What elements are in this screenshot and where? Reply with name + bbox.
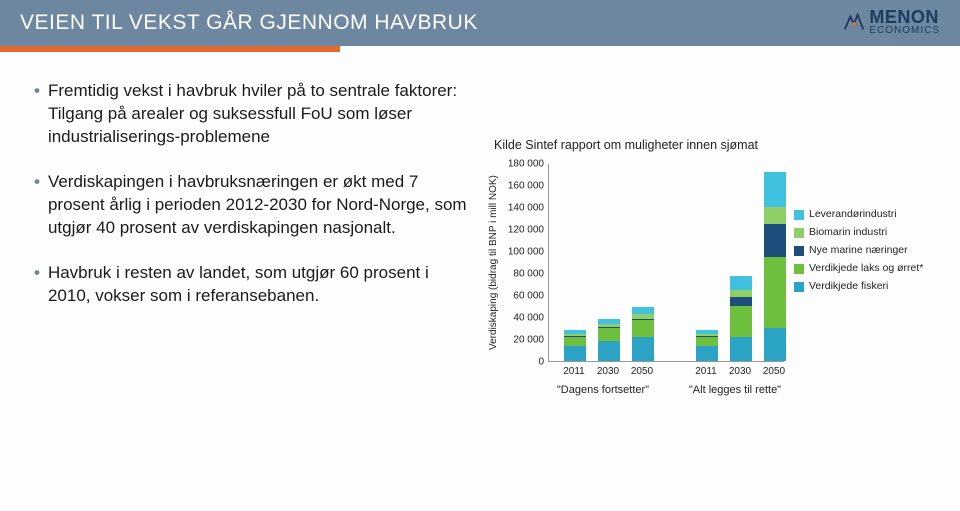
bar-segment — [632, 319, 654, 320]
bar-segment — [730, 276, 752, 289]
bar-segment — [764, 172, 786, 207]
y-tick-label: 20 000 — [502, 335, 544, 346]
chart-area: Kilde Sintef rapport om muligheter innen… — [494, 138, 944, 418]
brand-logo: MENON ECONOMICS — [843, 7, 940, 36]
bar-segment — [764, 207, 786, 224]
bar-segment — [598, 341, 620, 361]
bar-segment — [632, 307, 654, 315]
brand-sub: ECONOMICS — [869, 25, 940, 36]
x-tick-label: 2030 — [725, 366, 755, 377]
legend-swatch — [794, 246, 804, 256]
bullet-dot-icon: • — [34, 262, 40, 308]
legend-swatch — [794, 228, 804, 238]
bar-segment — [632, 314, 654, 319]
legend-item: Verdikjede laks og ørret* — [794, 262, 923, 274]
bullet-item: • Fremtidig vekst i havbruk hviler på to… — [34, 80, 474, 149]
y-tick-label: 0 — [502, 357, 544, 368]
bullet-dot-icon: • — [34, 80, 40, 149]
legend-item: Leverandørindustri — [794, 208, 923, 220]
legend-label: Biomarin industri — [809, 226, 887, 238]
bar-segment — [598, 328, 620, 341]
bullet-text: Verdiskapingen i havbruksnæringen er økt… — [48, 171, 474, 240]
bullet-text: Fremtidig vekst i havbruk hviler på to s… — [48, 80, 474, 149]
legend-label: Verdikjede laks og ørret* — [809, 262, 923, 274]
content-column: • Fremtidig vekst i havbruk hviler på to… — [34, 80, 474, 330]
legend-item: Biomarin industri — [794, 226, 923, 238]
bar-segment — [564, 337, 586, 346]
bar-segment — [730, 337, 752, 361]
legend-label: Leverandørindustri — [809, 208, 897, 220]
legend-item: Nye marine næringer — [794, 244, 923, 256]
bullet-item: • Verdiskapingen i havbruksnæringen er ø… — [34, 171, 474, 240]
y-tick-label: 120 000 — [502, 225, 544, 236]
chart-legend: Leverandørindustri Biomarin industri Nye m… — [794, 208, 923, 298]
group-label: "Dagens fortsetter" — [548, 384, 658, 396]
y-tick-label: 40 000 — [502, 313, 544, 324]
logo-mark-icon — [843, 11, 865, 33]
slide-header: VEIEN TIL VEKST GÅR GJENNOM HAVBRUK — [0, 0, 960, 46]
bar-segment — [696, 330, 718, 334]
legend-label: Nye marine næringer — [809, 244, 908, 256]
group-label: "Alt legges til rette" — [680, 384, 790, 396]
chart-caption: Kilde Sintef rapport om muligheter innen… — [494, 138, 944, 152]
x-tick-label: 2030 — [593, 366, 623, 377]
bar-segment — [632, 337, 654, 361]
bar-segment — [696, 346, 718, 361]
y-tick-label: 100 000 — [502, 247, 544, 258]
y-tick-label: 180 000 — [502, 159, 544, 170]
bar-segment — [564, 346, 586, 361]
bar-segment — [632, 320, 654, 337]
slide-title: VEIEN TIL VEKST GÅR GJENNOM HAVBRUK — [20, 11, 478, 35]
bar-segment — [730, 306, 752, 337]
legend-swatch — [794, 210, 804, 220]
x-tick-label: 2011 — [691, 366, 721, 377]
slide: VEIEN TIL VEKST GÅR GJENNOM HAVBRUK MENO… — [0, 0, 960, 511]
bar-segment — [764, 328, 786, 361]
bar-segment — [696, 337, 718, 346]
bar-segment — [730, 290, 752, 298]
bullet-dot-icon: • — [34, 171, 40, 240]
bullet-item: • Havbruk i resten av landet, som utgjør… — [34, 262, 474, 308]
bullet-text: Havbruk i resten av landet, som utgjør 6… — [48, 262, 474, 308]
y-tick-label: 140 000 — [502, 203, 544, 214]
y-tick-label: 160 000 — [502, 181, 544, 192]
bar-segment — [696, 334, 718, 336]
bar-segment — [764, 257, 786, 329]
bar-segment — [598, 319, 620, 325]
legend-item: Verdikjede fiskeri — [794, 280, 923, 292]
x-tick-label: 2011 — [559, 366, 589, 377]
y-tick-label: 60 000 — [502, 291, 544, 302]
stacked-bar-chart: Verdiskaping (bidrag til BNP i mill NOK)… — [494, 158, 944, 418]
legend-swatch — [794, 282, 804, 292]
y-axis-label: Verdiskaping (bidrag til BNP i mill NOK) — [488, 164, 502, 362]
bar-segment — [730, 297, 752, 306]
x-tick-label: 2050 — [627, 366, 657, 377]
plot-area — [548, 164, 784, 362]
legend-swatch — [794, 264, 804, 274]
bar-segment — [598, 324, 620, 327]
y-tick-label: 80 000 — [502, 269, 544, 280]
brand-name: MENON — [869, 7, 939, 27]
bar-segment — [564, 334, 586, 336]
bar-segment — [564, 330, 586, 334]
legend-label: Verdikjede fiskeri — [809, 280, 888, 292]
x-tick-label: 2050 — [759, 366, 789, 377]
bar-segment — [764, 224, 786, 257]
bar-segment — [598, 327, 620, 328]
accent-line — [0, 46, 340, 52]
